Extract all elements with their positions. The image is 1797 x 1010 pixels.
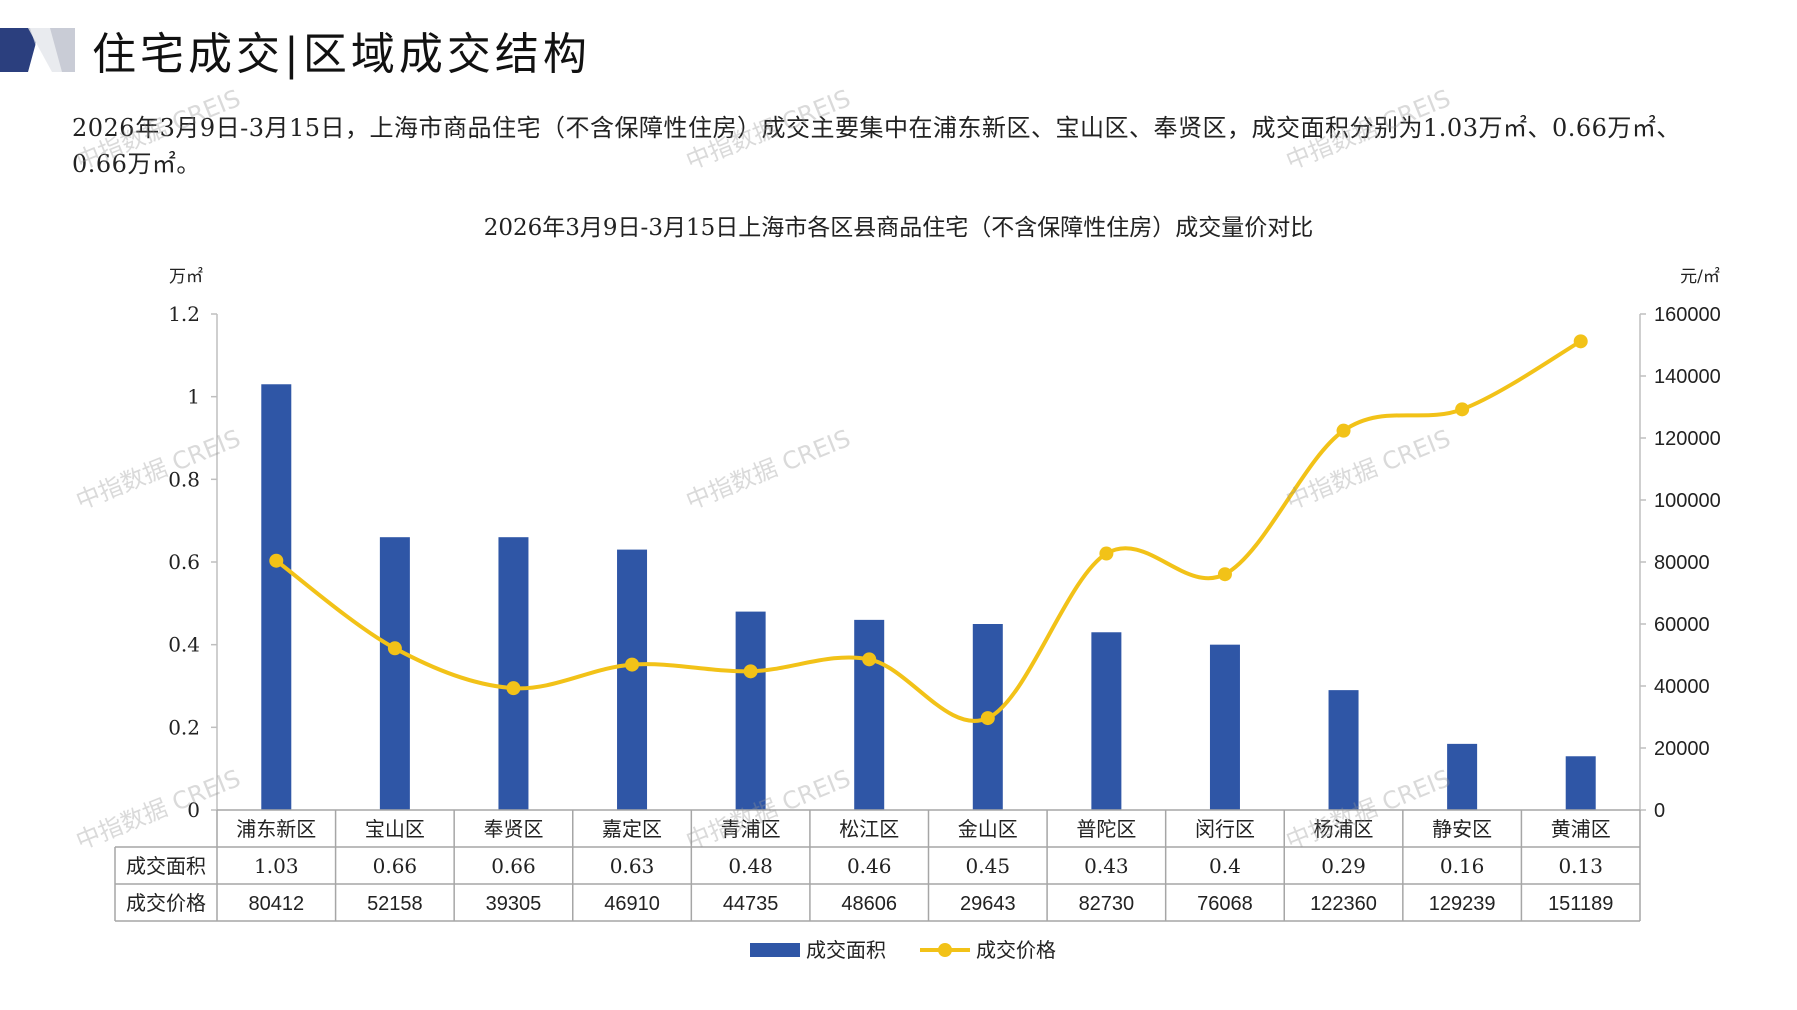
page-title: 住宅成交|区域成交结构 bbox=[92, 29, 591, 80]
table-cell-area: 0.4 bbox=[1209, 854, 1241, 878]
x-category-label: 浦东新区 bbox=[236, 817, 316, 841]
x-category-label: 杨浦区 bbox=[1314, 817, 1374, 841]
price-point bbox=[269, 553, 284, 568]
x-category-label: 普陀区 bbox=[1076, 817, 1136, 841]
y-left-unit: 万㎡ bbox=[169, 267, 203, 287]
legend-swatch-area bbox=[750, 943, 800, 957]
y-left-tick-label: 0.4 bbox=[168, 633, 200, 657]
price-point bbox=[387, 641, 402, 656]
y-right-tick-label: 120000 bbox=[1654, 428, 1721, 450]
table-cell-area: 0.29 bbox=[1321, 854, 1366, 878]
y-left-tick-label: 0 bbox=[187, 798, 200, 822]
x-category-label: 青浦区 bbox=[721, 817, 781, 841]
x-category-label: 闵行区 bbox=[1195, 817, 1255, 841]
y-right-tick-label: 140000 bbox=[1654, 366, 1721, 388]
y-right-tick-label: 100000 bbox=[1654, 490, 1721, 512]
y-right-tick-label: 160000 bbox=[1654, 304, 1721, 326]
bar-mark bbox=[735, 611, 766, 810]
y-left-tick-label: 1 bbox=[187, 385, 200, 409]
price-point bbox=[506, 681, 521, 696]
table-cell-price: 44735 bbox=[723, 893, 779, 915]
y-left-tick-label: 0.8 bbox=[168, 467, 200, 491]
table-cell-price: 48606 bbox=[841, 893, 897, 915]
table-cell-price: 122360 bbox=[1310, 893, 1377, 915]
price-point bbox=[743, 664, 758, 679]
table-cell-price: 80412 bbox=[248, 893, 304, 915]
y-right-tick-label: 0 bbox=[1654, 800, 1665, 822]
bar-mark bbox=[261, 384, 292, 810]
y-right-unit: 元/㎡ bbox=[1680, 267, 1720, 287]
table-cell-area: 0.48 bbox=[728, 854, 773, 878]
y-right-tick-label: 40000 bbox=[1654, 676, 1710, 698]
table-cell-price: 29643 bbox=[960, 893, 1016, 915]
x-category-label: 静安区 bbox=[1432, 817, 1492, 841]
legend-swatch-price-dot bbox=[938, 943, 952, 957]
bar-mark bbox=[498, 537, 529, 810]
x-category-label: 宝山区 bbox=[365, 817, 425, 841]
bar-mark bbox=[1447, 743, 1478, 810]
price-point bbox=[1573, 334, 1588, 349]
table-cell-area: 0.43 bbox=[1084, 854, 1129, 878]
bar-mark bbox=[617, 549, 648, 810]
table-row-header-price: 成交价格 bbox=[126, 891, 206, 915]
price-point bbox=[1099, 546, 1114, 561]
price-point bbox=[1336, 423, 1351, 438]
price-series-line bbox=[275, 339, 1582, 723]
bar-mark bbox=[854, 619, 885, 810]
bar-mark bbox=[1091, 632, 1122, 810]
table-cell-area: 0.45 bbox=[966, 854, 1011, 878]
table-cell-area: 1.03 bbox=[254, 854, 299, 878]
legend-label-price: 成交价格 bbox=[976, 938, 1056, 962]
bar-mark bbox=[1565, 756, 1596, 810]
table-cell-area: 0.46 bbox=[847, 854, 892, 878]
table-cell-price: 82730 bbox=[1079, 893, 1135, 915]
x-category-label: 黄浦区 bbox=[1551, 817, 1611, 841]
table-cell-area: 0.13 bbox=[1558, 854, 1603, 878]
table-cell-area: 0.66 bbox=[491, 854, 536, 878]
brand-logo bbox=[0, 28, 75, 72]
bar-mark bbox=[1209, 644, 1240, 810]
bar-mark bbox=[1328, 690, 1359, 810]
y-left-tick-label: 0.6 bbox=[168, 550, 200, 574]
x-category-label: 奉贤区 bbox=[483, 817, 543, 841]
bar-mark bbox=[379, 537, 410, 810]
price-point bbox=[1455, 402, 1470, 417]
table-cell-price: 46910 bbox=[604, 893, 660, 915]
x-category-label: 金山区 bbox=[958, 817, 1018, 841]
y-right-tick-label: 80000 bbox=[1654, 552, 1710, 574]
price-point bbox=[625, 657, 640, 672]
x-category-label: 嘉定区 bbox=[602, 817, 662, 841]
x-category-label: 松江区 bbox=[839, 817, 899, 841]
chart-title: 2026年3月9日-3月15日上海市各区县商品住宅（不含保障性住房）成交量价对比 bbox=[483, 215, 1314, 241]
y-left-tick-label: 0.2 bbox=[168, 715, 200, 739]
y-right-tick-label: 20000 bbox=[1654, 738, 1710, 760]
table-row-header-area: 成交面积 bbox=[126, 854, 206, 878]
price-point bbox=[980, 711, 995, 726]
table-cell-price: 39305 bbox=[486, 893, 542, 915]
legend-label-area: 成交面积 bbox=[806, 938, 886, 962]
table-cell-area: 0.16 bbox=[1440, 854, 1485, 878]
y-right-tick-label: 60000 bbox=[1654, 614, 1710, 636]
price-point bbox=[1217, 567, 1232, 582]
description-text: 2026年3月9日-3月15日，上海市商品住宅（不含保障性住房）成交主要集中在浦… bbox=[72, 114, 1681, 178]
table-cell-price: 52158 bbox=[367, 893, 423, 915]
table-cell-area: 0.66 bbox=[373, 854, 418, 878]
table-cell-price: 129239 bbox=[1429, 893, 1496, 915]
price-point bbox=[862, 652, 877, 667]
table-cell-price: 76068 bbox=[1197, 893, 1253, 915]
y-left-tick-label: 1.2 bbox=[168, 302, 200, 326]
table-cell-price: 151189 bbox=[1548, 893, 1613, 915]
table-cell-area: 0.63 bbox=[610, 854, 655, 878]
